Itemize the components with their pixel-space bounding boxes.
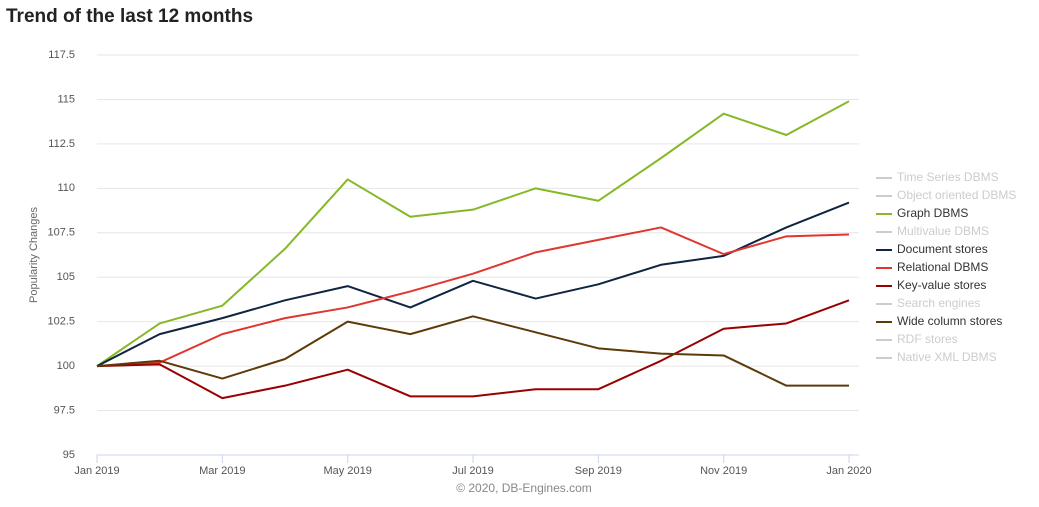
y-tick-label: 107.5 — [47, 227, 75, 239]
x-tick-label: Jan 2019 — [74, 465, 119, 477]
legend-entry: Search engines — [897, 296, 980, 310]
y-tick-label: 112.5 — [48, 138, 75, 150]
x-tick-label: Sep 2019 — [575, 465, 622, 477]
legend-entry: Document stores — [897, 242, 988, 256]
legend-entry: Time Series DBMS — [897, 170, 999, 184]
legend-entry: Relational DBMS — [897, 260, 988, 274]
y-tick-label: 97.5 — [54, 404, 75, 416]
x-tick-label: Jan 2020 — [826, 465, 871, 477]
y-tick-label: 110 — [57, 182, 75, 194]
legend-entry: Graph DBMS — [897, 206, 968, 220]
series-line — [96, 315, 849, 387]
y-tick-label: 100 — [57, 360, 75, 372]
y-tick-label: 95 — [63, 449, 75, 461]
legend-entry: Native XML DBMS — [897, 350, 997, 364]
legend-entry: Wide column stores — [897, 314, 1002, 328]
y-tick-label: 102.5 — [47, 316, 75, 328]
y-axis-label: Popularity Changes — [28, 207, 40, 304]
legend-entry: RDF stores — [897, 332, 958, 346]
series-line — [96, 201, 850, 368]
y-tick-label: 115 — [57, 93, 75, 105]
x-tick-label: Jul 2019 — [452, 465, 494, 477]
x-tick-label: Mar 2019 — [199, 465, 245, 477]
credit: © 2020, DB-Engines.com — [456, 481, 592, 495]
series-line — [96, 226, 850, 368]
series-line — [96, 100, 850, 367]
chart-title: Trend of the last 12 months — [6, 6, 253, 27]
y-tick-label: 117.5 — [48, 49, 75, 61]
y-tick-label: 105 — [57, 271, 75, 283]
series-line — [96, 299, 850, 400]
x-tick-label: Nov 2019 — [700, 465, 747, 477]
legend-entry: Object oriented DBMS — [897, 188, 1016, 202]
legend-entry: Key-value stores — [897, 278, 986, 292]
x-tick-label: May 2019 — [324, 465, 372, 477]
legend-entry: Multivalue DBMS — [897, 224, 989, 238]
